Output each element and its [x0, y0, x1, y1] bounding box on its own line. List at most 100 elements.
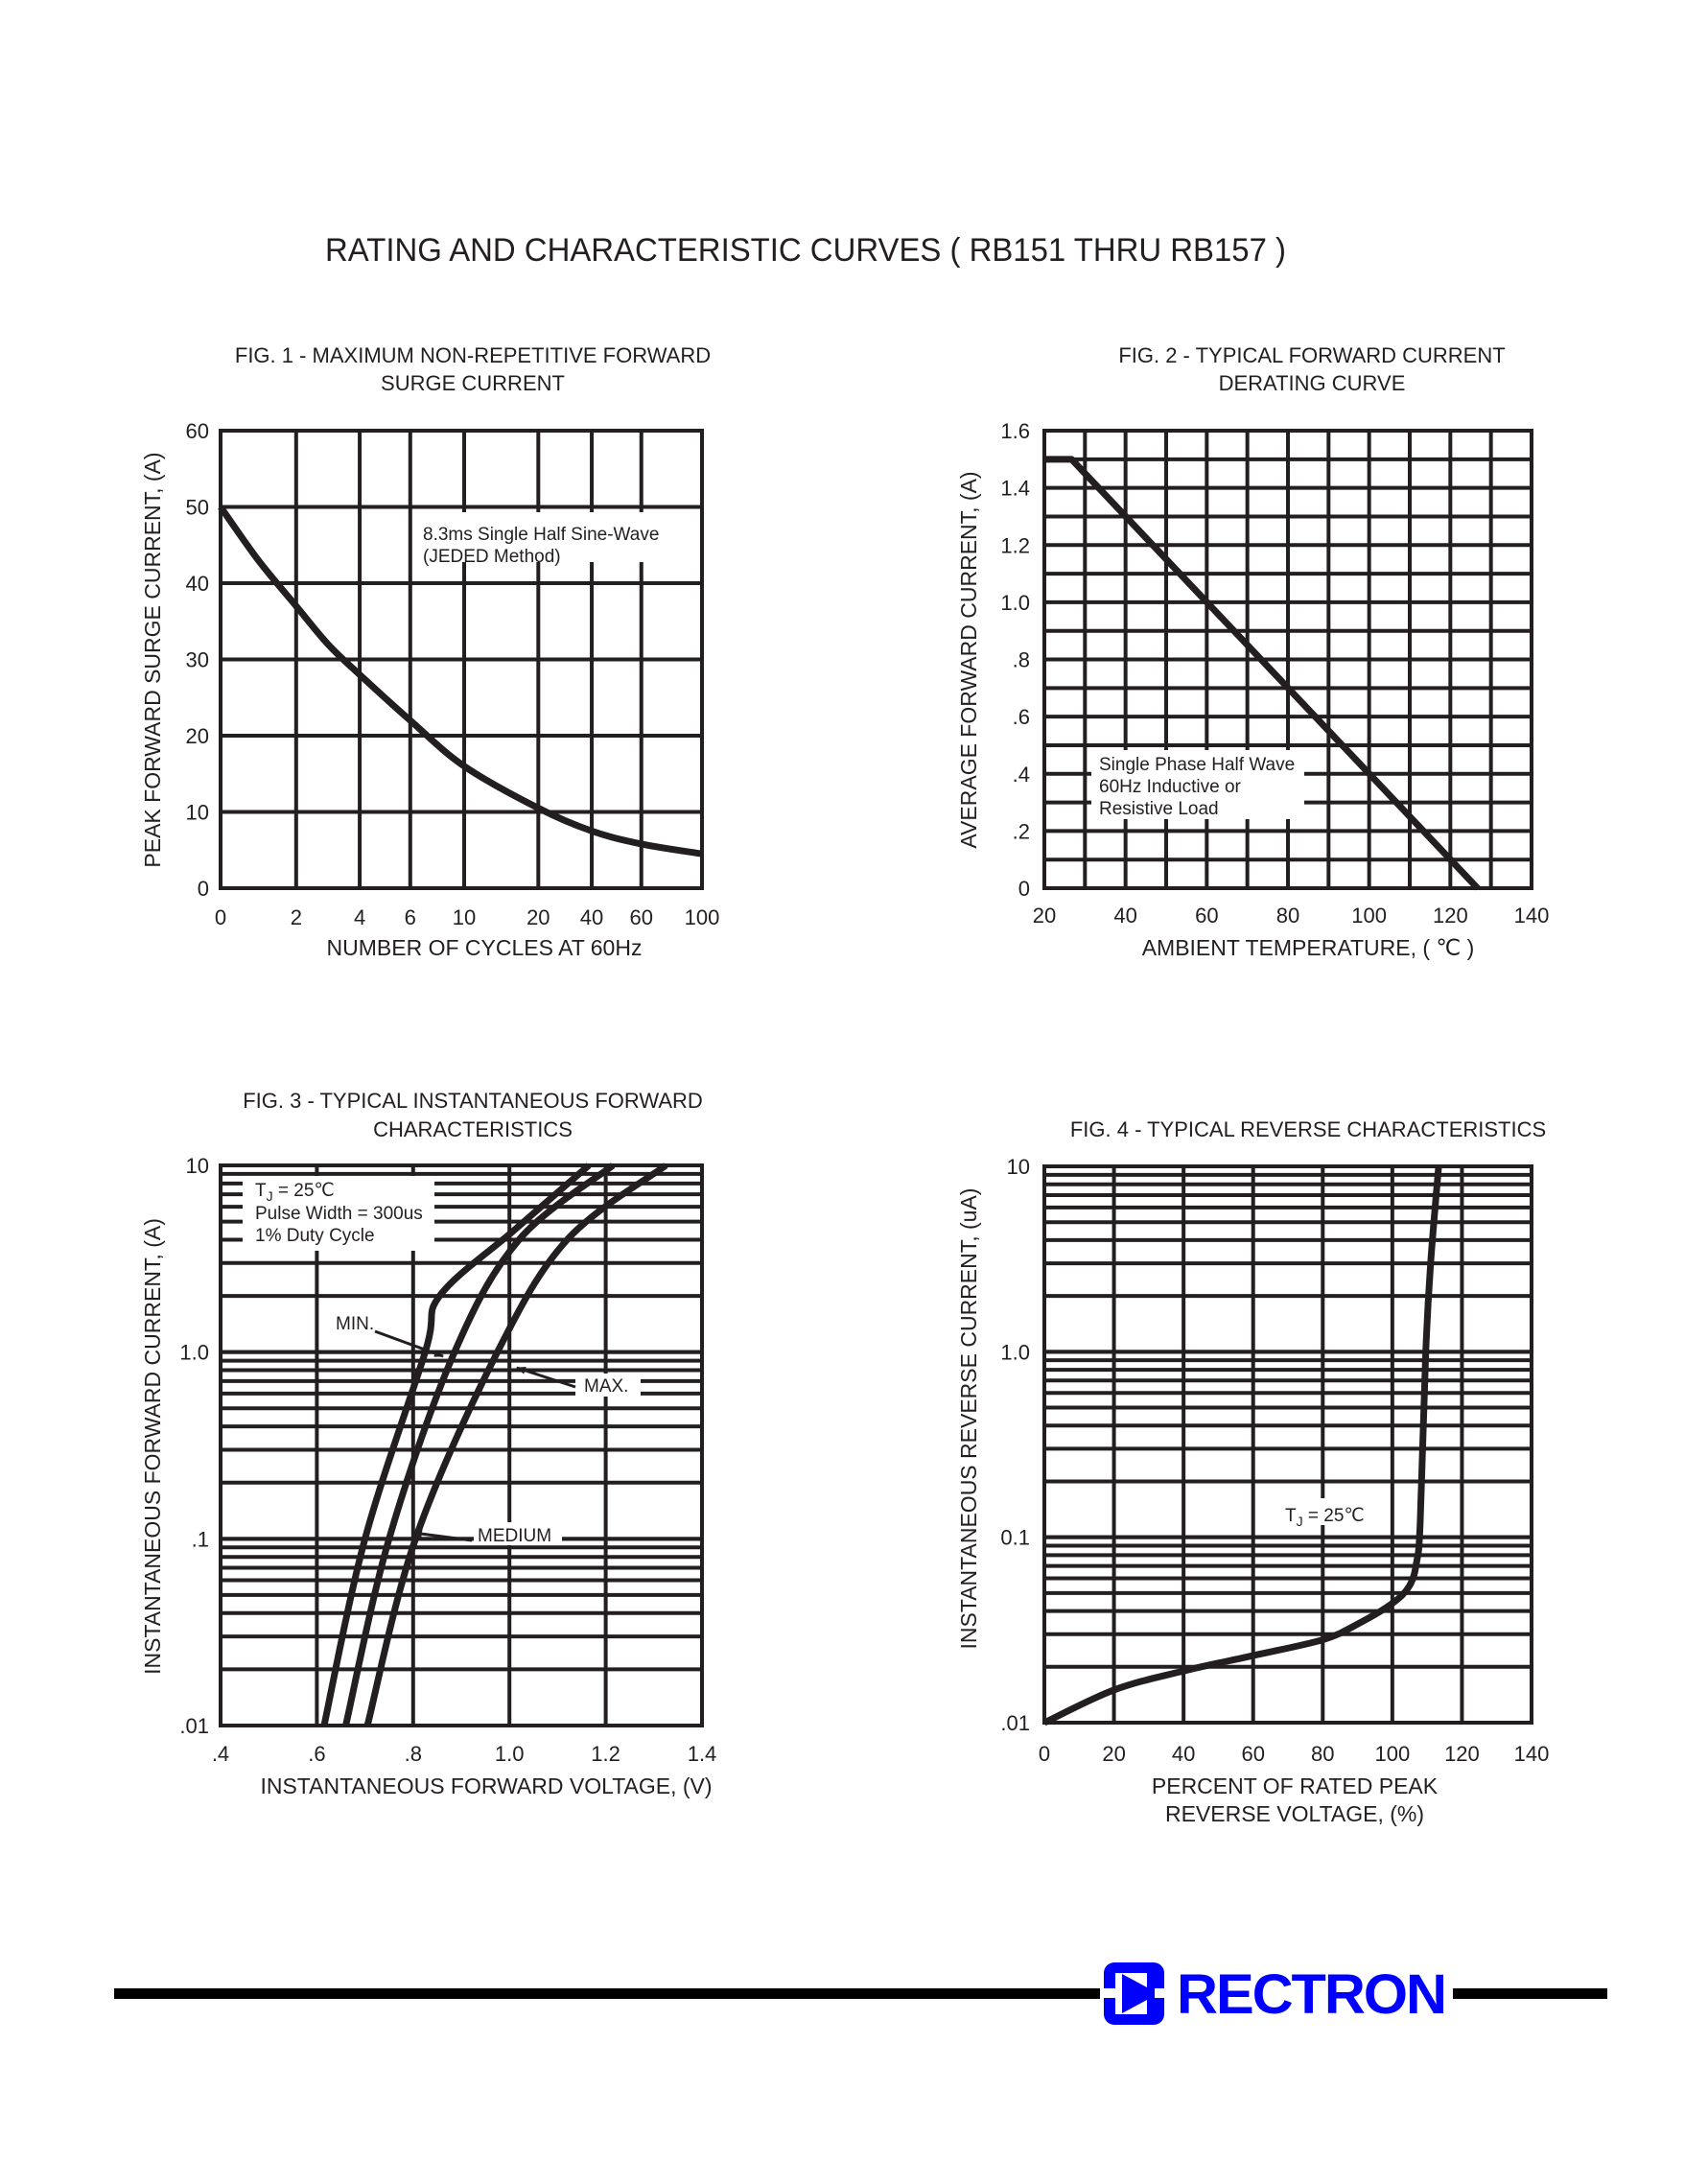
y-tick-label: 30	[186, 648, 209, 672]
series-label: MIN.	[336, 1314, 374, 1334]
label-background	[474, 1522, 562, 1545]
conditions-text: 1% Duty Cycle	[255, 1226, 375, 1246]
x-tick-label: 20	[1033, 904, 1056, 928]
page-title: RATING AND CHARACTERISTIC CURVES ( RB151…	[325, 232, 1286, 269]
x-tick-label: .6	[308, 1742, 325, 1766]
annotation-text: 8.3ms Single Half Sine-Wave	[423, 525, 659, 545]
plot-frame	[219, 429, 704, 890]
series-curve	[1042, 1165, 1442, 1726]
arrow-icon	[374, 1329, 444, 1358]
footer: RECTRON	[114, 1962, 1607, 2026]
plot-frame	[219, 1163, 704, 1727]
y-tick-label: 1.0	[179, 1341, 209, 1365]
fig1-surge-current-chart: FIG. 1 - MAXIMUM NON-REPETITIVE FORWARD S…	[140, 343, 719, 960]
y-tick-label: 1.4	[1000, 477, 1030, 501]
x-tick-label: .4	[212, 1742, 229, 1766]
chart-title-line: DERATING CURVE	[1219, 371, 1406, 395]
series-label: MEDIUM	[478, 1526, 551, 1546]
y-tick-label: 0.1	[1000, 1526, 1030, 1550]
tj-subscript: J	[1297, 1514, 1303, 1529]
annotation-background	[1091, 750, 1304, 819]
chart-title-line: FIG. 3 - TYPICAL INSTANTANEOUS FORWARD	[243, 1089, 703, 1113]
x-tick-label: 120	[1433, 904, 1468, 928]
x-tick-label: .8	[405, 1742, 422, 1766]
x-tick-label: 2	[291, 905, 302, 929]
x-tick-label: 0	[215, 905, 226, 929]
y-tick-label: 1.0	[1000, 591, 1030, 615]
y-tick-label: .4	[1013, 763, 1030, 787]
x-tick-label: 20	[526, 905, 550, 929]
y-tick-label: 0	[198, 877, 209, 901]
y-tick-label: .1	[192, 1527, 209, 1551]
fig3-forward-characteristics-chart: FIG. 3 - TYPICAL INSTANTANEOUS FORWARD CH…	[140, 1089, 716, 1798]
fig2-derating-chart: FIG. 2 - TYPICAL FORWARD CURRENT DERATING…	[956, 343, 1549, 960]
y-tick-label: 1.0	[1000, 1340, 1030, 1364]
y-tick-label: .2	[1013, 819, 1030, 843]
x-tick-label: 100	[685, 905, 720, 929]
label-background	[575, 1374, 641, 1397]
series-curve-medium	[342, 1163, 616, 1726]
diode-logo-icon	[1104, 1962, 1164, 2025]
annotation-text: (JEDED Method)	[423, 547, 561, 567]
chart-title-line: FIG. 4 - TYPICAL REVERSE CHARACTERISTICS	[1070, 1117, 1546, 1141]
x-tick-label: 60	[630, 905, 653, 929]
x-tick-label: 100	[1374, 1742, 1410, 1766]
x-tick-label: 140	[1514, 904, 1550, 928]
plot-frame	[1042, 1164, 1533, 1725]
x-axis-label-line: REVERSE VOLTAGE, (%)	[1165, 1801, 1424, 1826]
grid	[1042, 1164, 1533, 1725]
tj-symbol: T	[255, 1181, 267, 1201]
x-axis-label: INSTANTANEOUS FORWARD VOLTAGE, (V)	[260, 1773, 712, 1798]
x-tick-label: 20	[1102, 1742, 1125, 1766]
fig4-reverse-characteristics-chart: FIG. 4 - TYPICAL REVERSE CHARACTERISTICS…	[956, 1117, 1549, 1826]
y-tick-label: 10	[186, 801, 209, 825]
tj-value: = 25℃	[273, 1181, 335, 1201]
x-tick-label: 80	[1311, 1742, 1334, 1766]
y-tick-label: .01	[179, 1714, 209, 1738]
chart-title-line: CHARACTERISTICS	[373, 1117, 573, 1141]
brand-name: RECTRON	[1177, 1963, 1445, 2026]
x-tick-label: 100	[1351, 904, 1387, 928]
y-tick-label: 60	[186, 419, 209, 443]
x-tick-label: 0	[1039, 1742, 1050, 1766]
x-tick-label: 40	[580, 905, 603, 929]
junction-temperature-label: TJ = 25℃	[1285, 1506, 1365, 1529]
y-tick-label: 50	[186, 496, 209, 520]
y-axis-label: INSTANTANEOUS FORWARD CURRENT, (A)	[140, 1218, 165, 1675]
arrow-icon	[412, 1530, 473, 1542]
x-tick-label: 40	[1172, 1742, 1195, 1766]
y-tick-label: 0	[1018, 877, 1030, 901]
annotation-background	[414, 512, 694, 562]
x-tick-label: 140	[1514, 1742, 1550, 1766]
y-axis-label: AVERAGE FORWARD CURRENT, (A)	[956, 471, 981, 848]
chart-title-line: FIG. 1 - MAXIMUM NON-REPETITIVE FORWARD	[235, 343, 711, 367]
x-tick-label: 10	[453, 905, 476, 929]
x-tick-label: 40	[1113, 904, 1136, 928]
x-tick-label: 80	[1276, 904, 1299, 928]
y-axis-label: INSTANTANEOUS REVERSE CURRENT, (uA)	[956, 1188, 981, 1650]
annotation-text: 60Hz Inductive or	[1099, 777, 1242, 797]
y-tick-label: .8	[1013, 648, 1030, 672]
x-tick-label: 1.0	[495, 1742, 525, 1766]
series-curve	[218, 505, 703, 857]
grid	[219, 429, 704, 890]
chart-title-line: FIG. 2 - TYPICAL FORWARD CURRENT	[1118, 343, 1505, 367]
tj-subscript: J	[267, 1188, 273, 1204]
annotation-text: Resistive Load	[1099, 799, 1219, 819]
chart-title-line: SURGE CURRENT	[381, 371, 565, 395]
y-tick-label: 20	[186, 724, 209, 748]
y-axis-label: PEAK FORWARD SURGE CURRENT, (A)	[140, 452, 165, 867]
y-tick-label: .6	[1013, 705, 1030, 729]
annotation-text: Single Phase Half Wave	[1099, 755, 1295, 775]
footer-rule-left	[114, 1988, 1100, 1999]
series-curve-min	[320, 1163, 592, 1726]
x-tick-label: 120	[1444, 1742, 1480, 1766]
x-tick-label: 60	[1241, 1742, 1264, 1766]
conditions-background	[1281, 1498, 1373, 1525]
x-axis-label: NUMBER OF CYCLES AT 60Hz	[327, 935, 643, 960]
y-tick-label: 40	[186, 572, 209, 596]
y-tick-label: 10	[1007, 1155, 1030, 1179]
conditions-background	[243, 1176, 434, 1251]
y-tick-label: 1.6	[1000, 419, 1030, 443]
